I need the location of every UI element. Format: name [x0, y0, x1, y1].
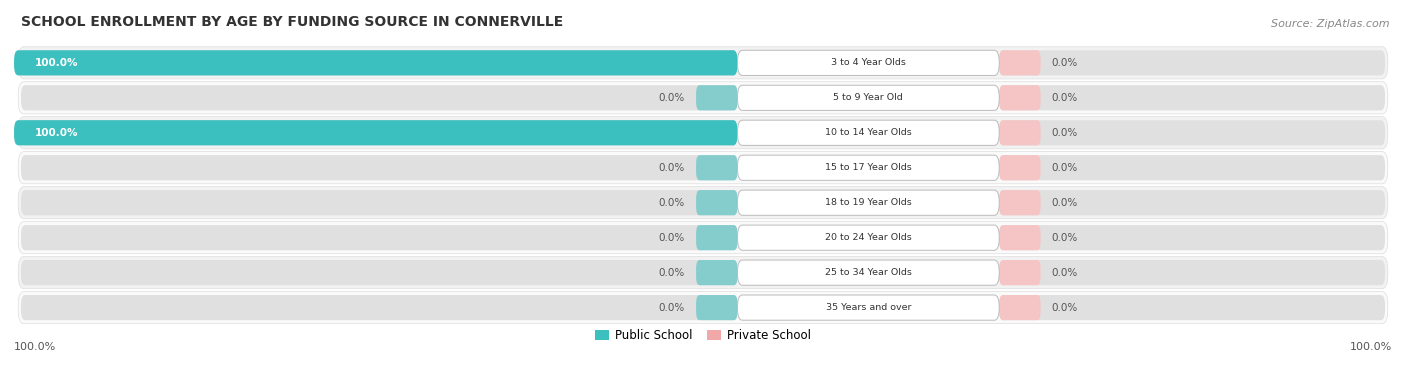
Text: 0.0%: 0.0%	[659, 268, 685, 277]
FancyBboxPatch shape	[1000, 155, 1040, 180]
FancyBboxPatch shape	[14, 50, 738, 76]
FancyBboxPatch shape	[18, 257, 1388, 289]
FancyBboxPatch shape	[738, 85, 1000, 110]
Text: 0.0%: 0.0%	[1052, 93, 1078, 103]
Text: 0.0%: 0.0%	[1052, 198, 1078, 208]
Text: 100.0%: 100.0%	[14, 342, 56, 352]
FancyBboxPatch shape	[21, 225, 738, 250]
Text: 0.0%: 0.0%	[1052, 303, 1078, 313]
Text: Source: ZipAtlas.com: Source: ZipAtlas.com	[1271, 19, 1389, 29]
FancyBboxPatch shape	[1000, 120, 1040, 146]
FancyBboxPatch shape	[21, 155, 738, 180]
FancyBboxPatch shape	[21, 85, 738, 110]
FancyBboxPatch shape	[1000, 190, 1385, 215]
Text: 10 to 14 Year Olds: 10 to 14 Year Olds	[825, 128, 911, 137]
Text: 0.0%: 0.0%	[659, 303, 685, 313]
Legend: Public School, Private School: Public School, Private School	[591, 325, 815, 347]
FancyBboxPatch shape	[738, 190, 1000, 215]
FancyBboxPatch shape	[18, 187, 1388, 219]
Text: 15 to 17 Year Olds: 15 to 17 Year Olds	[825, 163, 911, 172]
Text: 0.0%: 0.0%	[659, 93, 685, 103]
FancyBboxPatch shape	[1000, 155, 1385, 180]
FancyBboxPatch shape	[1000, 190, 1040, 215]
Text: 5 to 9 Year Old: 5 to 9 Year Old	[834, 93, 903, 102]
FancyBboxPatch shape	[696, 295, 738, 320]
FancyBboxPatch shape	[1000, 50, 1385, 76]
FancyBboxPatch shape	[696, 260, 738, 285]
FancyBboxPatch shape	[1000, 120, 1385, 146]
FancyBboxPatch shape	[738, 155, 1000, 180]
FancyBboxPatch shape	[738, 260, 1000, 285]
FancyBboxPatch shape	[738, 295, 1000, 320]
Text: 100.0%: 100.0%	[35, 128, 79, 138]
Text: 0.0%: 0.0%	[659, 198, 685, 208]
Text: 3 to 4 Year Olds: 3 to 4 Year Olds	[831, 58, 905, 67]
FancyBboxPatch shape	[21, 50, 738, 76]
FancyBboxPatch shape	[738, 120, 1000, 146]
FancyBboxPatch shape	[21, 260, 738, 285]
FancyBboxPatch shape	[18, 291, 1388, 324]
FancyBboxPatch shape	[1000, 295, 1385, 320]
FancyBboxPatch shape	[1000, 85, 1040, 110]
FancyBboxPatch shape	[14, 120, 738, 146]
FancyBboxPatch shape	[696, 190, 738, 215]
Text: 18 to 19 Year Olds: 18 to 19 Year Olds	[825, 198, 911, 207]
FancyBboxPatch shape	[696, 85, 738, 110]
Text: 25 to 34 Year Olds: 25 to 34 Year Olds	[825, 268, 911, 277]
FancyBboxPatch shape	[696, 225, 738, 250]
Text: SCHOOL ENROLLMENT BY AGE BY FUNDING SOURCE IN CONNERVILLE: SCHOOL ENROLLMENT BY AGE BY FUNDING SOUR…	[21, 15, 564, 29]
Text: 0.0%: 0.0%	[659, 233, 685, 243]
Text: 20 to 24 Year Olds: 20 to 24 Year Olds	[825, 233, 911, 242]
FancyBboxPatch shape	[18, 82, 1388, 114]
FancyBboxPatch shape	[18, 117, 1388, 149]
FancyBboxPatch shape	[18, 152, 1388, 184]
Text: 100.0%: 100.0%	[35, 58, 79, 68]
Text: 0.0%: 0.0%	[659, 163, 685, 173]
FancyBboxPatch shape	[18, 47, 1388, 79]
Text: 0.0%: 0.0%	[1052, 163, 1078, 173]
FancyBboxPatch shape	[21, 295, 738, 320]
FancyBboxPatch shape	[21, 120, 738, 146]
Text: 0.0%: 0.0%	[1052, 58, 1078, 68]
FancyBboxPatch shape	[1000, 260, 1040, 285]
FancyBboxPatch shape	[1000, 295, 1040, 320]
Text: 100.0%: 100.0%	[1350, 342, 1392, 352]
FancyBboxPatch shape	[1000, 50, 1040, 76]
FancyBboxPatch shape	[1000, 260, 1385, 285]
FancyBboxPatch shape	[738, 225, 1000, 250]
FancyBboxPatch shape	[1000, 85, 1385, 110]
FancyBboxPatch shape	[738, 50, 1000, 76]
FancyBboxPatch shape	[21, 190, 738, 215]
FancyBboxPatch shape	[18, 222, 1388, 254]
FancyBboxPatch shape	[1000, 225, 1040, 250]
Text: 0.0%: 0.0%	[1052, 128, 1078, 138]
FancyBboxPatch shape	[1000, 225, 1385, 250]
Text: 35 Years and over: 35 Years and over	[825, 303, 911, 312]
FancyBboxPatch shape	[696, 155, 738, 180]
Text: 0.0%: 0.0%	[1052, 268, 1078, 277]
Text: 0.0%: 0.0%	[1052, 233, 1078, 243]
